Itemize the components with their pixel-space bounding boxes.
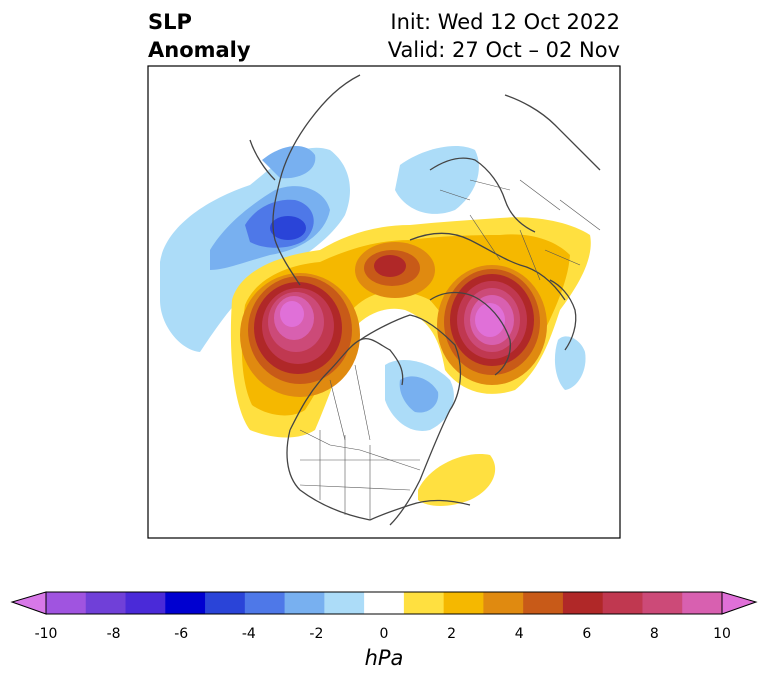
colorbar-swatch (642, 592, 683, 614)
anomaly-map (147, 65, 621, 539)
colorbar-swatch (85, 592, 127, 614)
colorbar-swatch (523, 592, 564, 614)
colorbar-swatch (244, 592, 286, 614)
negative-anomaly-north (262, 145, 479, 214)
init-date: Init: Wed 12 Oct 2022 (390, 10, 620, 34)
positive-anomaly-arctic (355, 242, 435, 298)
colorbar-tick-label: -2 (309, 626, 324, 642)
colorbar-tick-label: 8 (649, 626, 659, 642)
map-area (148, 66, 620, 538)
map-title: SLP Anomaly (148, 8, 251, 64)
coastlines (249, 74, 601, 526)
colorbar-tick-label: 0 (379, 626, 389, 642)
valid-range: Valid: 27 Oct – 02 Nov (387, 38, 620, 62)
colorbar-tick-label: 2 (447, 626, 457, 642)
colorbar-tick-label: -4 (241, 626, 256, 642)
colorbar-swatch (682, 592, 723, 614)
colorbar-swatch (205, 592, 246, 614)
colorbar-swatch (284, 592, 325, 614)
colorbar-swatch (602, 592, 643, 614)
colorbar-tick-label: 4 (514, 626, 524, 642)
colorbar-extend-max (722, 592, 756, 614)
positive-anomaly-southeast (418, 454, 496, 506)
title-variable: SLP (148, 10, 192, 34)
colorbar-unit: hPa (364, 646, 404, 670)
colorbar-extend-min (12, 592, 46, 614)
map-subtitle: Init: Wed 12 Oct 2022 Valid: 27 Oct – 02… (388, 8, 620, 64)
colorbar-swatch (483, 592, 524, 614)
political-borders (299, 179, 601, 520)
title-type: Anomaly (148, 38, 251, 62)
positive-anomaly-east (437, 265, 547, 385)
colorbar-swatch (165, 592, 206, 614)
colorbar-swatch (125, 592, 166, 614)
colorbar-tick-label: -10 (34, 626, 58, 642)
negative-anomaly-west (160, 147, 350, 352)
colorbar-tick-label: 10 (713, 626, 731, 642)
colorbar-swatch (562, 592, 604, 614)
colorbar (10, 591, 758, 615)
positive-anomaly-west (240, 273, 360, 397)
colorbar-swatch (364, 592, 405, 614)
colorbar-swatch (46, 592, 87, 614)
colorbar-tick-label: -8 (106, 626, 121, 642)
colorbar-outline (45, 591, 723, 615)
map-frame (147, 65, 621, 539)
colorbar-tick-label: -6 (174, 626, 189, 642)
colorbar-swatch (443, 592, 484, 614)
colorbar-swatch (324, 592, 365, 614)
colorbar-swatches (46, 592, 723, 614)
colorbar-swatch (403, 592, 445, 614)
colorbar-tick-label: 6 (582, 626, 592, 642)
